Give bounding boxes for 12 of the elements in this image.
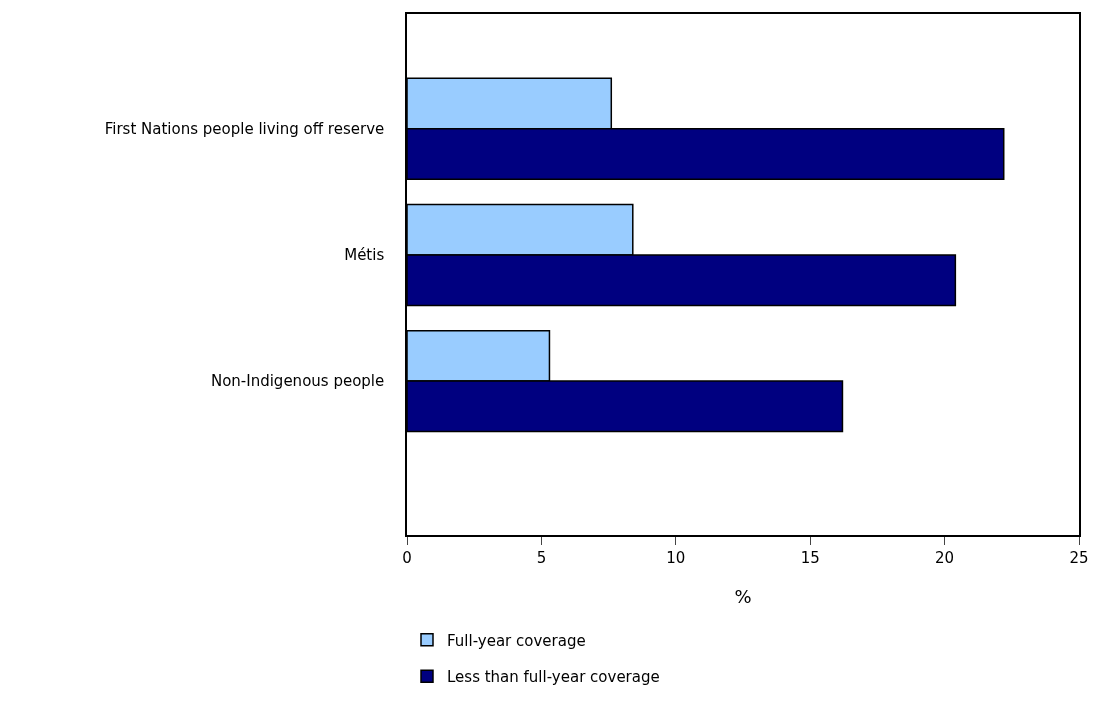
y-tick-label: Non-Indigenous people xyxy=(210,372,385,391)
x-tick-label: 25 xyxy=(1069,548,1089,567)
x-tick-label: 15 xyxy=(800,548,820,567)
x-tick-label: 0 xyxy=(402,548,412,567)
y-tick-label: Métis xyxy=(344,246,385,265)
legend-label: Full-year coverage xyxy=(447,631,586,650)
legend-label: Less than full-year coverage xyxy=(447,668,660,687)
x-tick-label: 10 xyxy=(666,548,686,567)
x-axis-title: % xyxy=(734,586,752,608)
x-tick-label: 5 xyxy=(536,548,547,567)
y-tick-label: First Nations people living off reserve xyxy=(104,120,385,139)
x-tick-label: 20 xyxy=(935,548,955,567)
